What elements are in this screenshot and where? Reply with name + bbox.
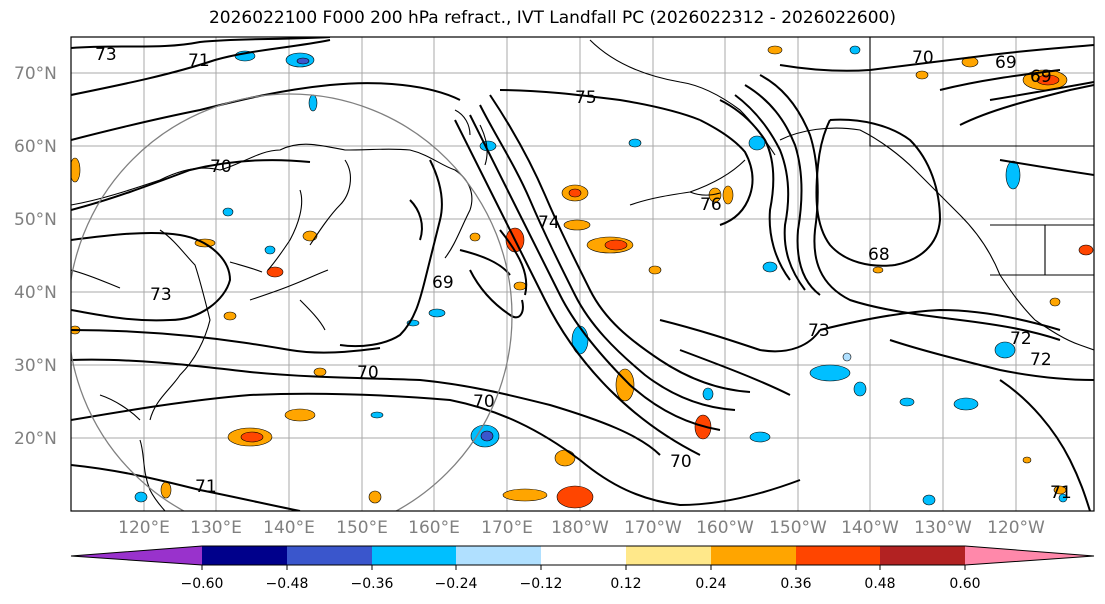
colorbar-tick-label: 0.24 [695,576,726,592]
contour-label: 73 [808,321,830,341]
colorbar-tick-label: 0.12 [610,576,641,592]
colorbar-segment [202,546,287,565]
colorbar-segment [965,546,1094,565]
contour-label: 73 [95,45,117,65]
lon-label: 170°W [624,518,682,538]
colorbar-tick-label: −0.12 [520,576,563,592]
lon-label: 140°E [263,518,315,538]
landfall-radius-ring [71,93,513,511]
colorbar-segment [796,546,880,565]
lon-label: 160°W [696,518,754,538]
lon-label: 140°W [841,518,899,538]
contour-labels: 73 71 70 75 76 74 73 69 70 70 70 68 73 7… [95,45,1072,503]
contour-label: 71 [188,51,210,71]
contour-label: 69 [432,273,454,293]
lon-label: 120°W [987,518,1045,538]
lat-label: 30°N [14,356,57,376]
colorbar-tick-label: −0.48 [266,576,309,592]
colorbar-segment [626,546,711,565]
lat-label: 70°N [14,64,57,84]
contour-label: 71 [195,477,217,497]
colorbar-segment [711,546,796,565]
colorbar-segment [71,546,202,565]
contour-label: 69 [995,53,1017,73]
colorbar-segment [880,546,965,565]
lat-label: 50°N [14,210,57,230]
contour-label: 70 [670,452,692,472]
lon-label: 160°E [408,518,460,538]
contour-label: 68 [868,245,890,265]
lon-label: 170°E [481,518,533,538]
lon-label: 120°E [118,518,170,538]
lat-label: 20°N [14,429,57,449]
contour-label: 70 [210,157,232,177]
lon-label: 150°E [336,518,388,538]
lat-label: 60°N [14,137,57,157]
contour-label: 71 [1050,483,1072,503]
colorbar-segment [287,546,372,565]
plot-frame [70,36,1095,512]
lat-label: 40°N [14,283,57,303]
contour-label: 74 [538,213,560,233]
contour-label: 73 [150,285,172,305]
colorbar-tick-label: 0.60 [949,576,980,592]
coastlines [71,37,1094,511]
colorbar-segment [456,546,541,565]
colorbar-tick-label: −0.36 [351,576,394,592]
lon-label: 130°E [190,518,242,538]
colorbar: −0.60 −0.48 −0.36 −0.24 −0.12 0.12 0.24 … [70,545,1095,592]
colorbar-tick-label: 0.36 [780,576,811,592]
contour-label: 75 [575,88,597,108]
lon-label: 130°W [914,518,972,538]
contour-label: 76 [700,195,722,215]
lon-label: 150°W [769,518,827,538]
graticule [71,37,1094,511]
colorbar-segment [541,546,626,565]
contour-label: 70 [912,48,934,68]
contour-label: 69 [1030,67,1052,87]
colorbar-tick-label: 0.48 [864,576,895,592]
contour-label: 72 [1010,329,1032,349]
contour-label: 70 [473,392,495,412]
map-title: 2026022100 F000 200 hPa refract., IVT La… [208,8,896,28]
lon-label: 180°W [551,518,609,538]
latitude-labels: 70°N 60°N 50°N 40°N 30°N 20°N [14,64,57,449]
contour-label: 70 [357,363,379,383]
colorbar-tick-label: −0.24 [435,576,478,592]
contour-label: 72 [1030,350,1052,370]
longitude-labels: 120°E 130°E 140°E 150°E 160°E 170°E 180°… [118,518,1045,538]
colorbar-tick-label: −0.60 [181,576,224,592]
colorbar-segment [372,546,456,565]
